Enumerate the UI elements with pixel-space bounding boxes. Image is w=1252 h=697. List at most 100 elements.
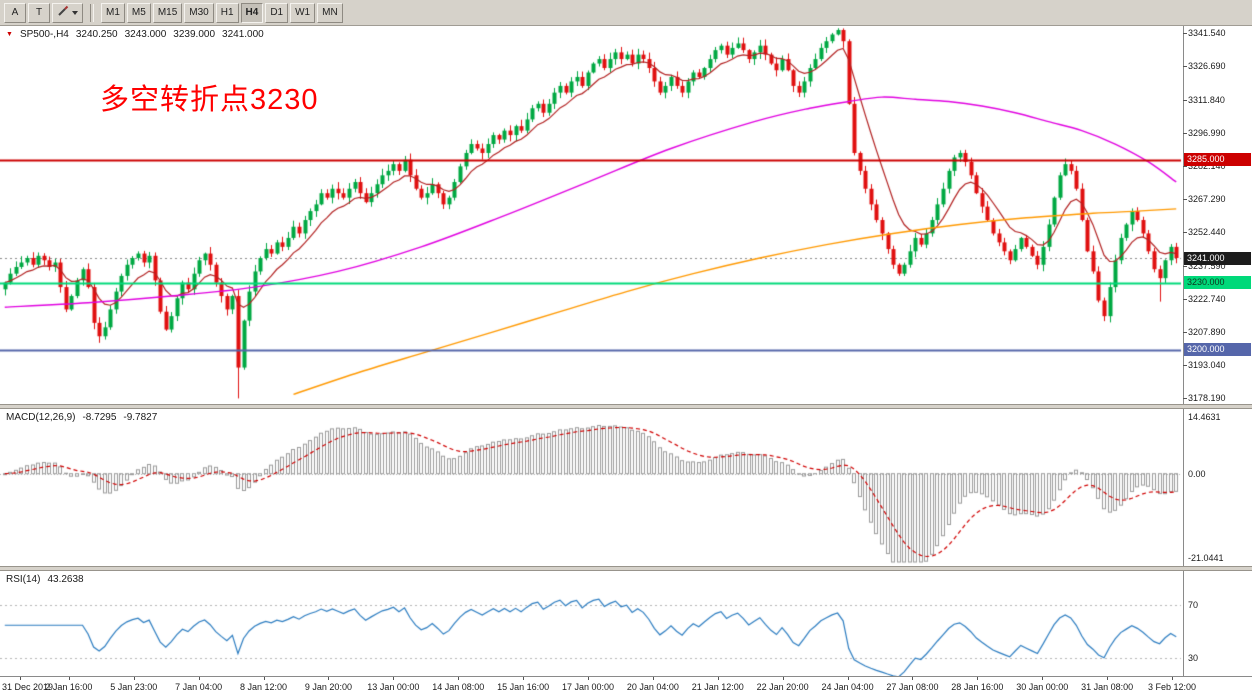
time-tick-mark: [199, 677, 200, 680]
text-tool-button[interactable]: T: [28, 2, 50, 23]
time-axis-label: 22 Jan 20:00: [756, 682, 809, 692]
time-axis-label: 9 Jan 20:00: [304, 682, 352, 692]
rsi-level-label: 70: [1188, 599, 1199, 610]
price-tick-label: 3193.040: [1188, 360, 1226, 371]
time-axis-label: 5 Jan 23:00: [110, 682, 158, 692]
time-tick-mark: [134, 677, 135, 680]
time-tick-mark: [264, 677, 265, 680]
macd-chart-canvas[interactable]: [0, 409, 1183, 566]
time-axis-label: 20 Jan 04:00: [626, 682, 679, 692]
time-tick-mark: [458, 677, 459, 680]
timeframe-m1-button[interactable]: M1: [101, 2, 125, 23]
main-chart-panel[interactable]: ▼ SP500-,H4 3240.250 3243.000 3239.000 3…: [0, 26, 1252, 404]
rsi-level-label: 30: [1188, 653, 1199, 664]
price-tick-mark: [1183, 232, 1187, 233]
lower-support-level-badge: 3200.000: [1184, 343, 1251, 357]
rsi-chart-canvas[interactable]: [0, 571, 1183, 676]
rsi-value: 43.2638: [47, 574, 84, 585]
time-axis-label: 24 Jan 04:00: [821, 682, 874, 692]
macd-main-value: -8.7295: [82, 412, 117, 423]
rsi-info-label: RSI(14) 43.2638: [6, 574, 84, 585]
current-price-badge: 3241.000: [1184, 251, 1251, 265]
time-axis-label: 21 Jan 12:00: [691, 682, 744, 692]
rsi-panel[interactable]: RSI(14) 43.2638 70 30: [0, 571, 1252, 676]
macd-scale-label: 0.00: [1188, 468, 1206, 479]
price-tick-mark: [1183, 33, 1187, 34]
macd-scale-label: 14.4631: [1188, 412, 1221, 422]
resistance-level-badge: 3285.000: [1184, 153, 1251, 167]
time-tick-mark: [588, 677, 589, 680]
timeframe-w1-button[interactable]: W1: [290, 2, 316, 23]
macd-scale-label: -21.0441: [1188, 553, 1224, 563]
price-tick-label: 3237.590: [1188, 260, 1226, 271]
timeframe-h4-button[interactable]: H4: [240, 2, 264, 23]
ohlc-close-value: 3241.000: [222, 29, 264, 40]
timeframe-h1-button[interactable]: H1: [215, 2, 239, 23]
draw-tool-dropdown-button[interactable]: [52, 2, 83, 23]
chart-text-annotation[interactable]: 多空转折点3230: [100, 84, 319, 116]
panel-separator[interactable]: [0, 566, 1252, 571]
chevron-down-icon: [72, 10, 78, 15]
price-tick-label: 3222.740: [1188, 293, 1226, 304]
price-tick-label: 3296.990: [1188, 127, 1226, 138]
toolbar: A T M1 M5 M15 M30 H1 H4 D1 W1 MN: [0, 0, 1252, 26]
timeframe-m5-button[interactable]: M5: [126, 2, 151, 23]
time-axis-label: 2 Jan 16:00: [45, 682, 93, 692]
price-tick-mark: [1183, 266, 1187, 267]
macd-panel[interactable]: MACD(12,26,9) -8.7295 -9.7827 14.4631 0.0…: [0, 409, 1252, 566]
macd-scale[interactable]: [1183, 409, 1252, 566]
time-axis-label: 31 Jan 08:00: [1081, 682, 1134, 692]
timeframe-mn-button[interactable]: MN: [317, 2, 343, 23]
price-tick-label: 3207.890: [1188, 327, 1226, 338]
macd-title: MACD(12,26,9): [6, 412, 76, 423]
time-tick-mark: [1042, 677, 1043, 680]
price-chart-canvas[interactable]: [0, 26, 1183, 404]
symbol-period-label: SP500-,H4: [19, 29, 69, 40]
time-axis-label: 8 Jan 12:00: [240, 682, 288, 692]
price-tick-label: 3267.290: [1188, 194, 1226, 205]
price-tick-mark: [1183, 332, 1187, 333]
timeframe-m30-button[interactable]: M30: [184, 2, 214, 23]
time-axis-label: 17 Jan 00:00: [561, 682, 615, 692]
ohlc-low-value: 3239.000: [173, 29, 216, 40]
price-tick-label: 3252.440: [1188, 227, 1226, 238]
price-tick-mark: [1183, 133, 1187, 134]
time-axis-label: 14 Jan 08:00: [432, 682, 485, 692]
price-tick-mark: [1183, 365, 1187, 366]
time-axis-label: 3 Feb 12:00: [1147, 682, 1197, 692]
time-scale[interactable]: 31 Dec 2019 2 Jan 16:00 5 Jan 23:00 7 Jan 0…: [0, 676, 1252, 697]
time-tick-mark: [783, 677, 784, 680]
toolbar-separator: [90, 3, 94, 22]
ohlc-high-value: 3243.000: [124, 29, 167, 40]
price-tick-label: 3341.540: [1188, 28, 1226, 39]
price-tick-label: 3326.690: [1188, 61, 1226, 72]
timeframe-d1-button[interactable]: D1: [265, 2, 289, 23]
time-tick-mark: [328, 677, 329, 680]
time-axis-label: 15 Jan 16:00: [497, 682, 550, 692]
price-tick-mark: [1183, 199, 1187, 200]
time-axis-label: 13 Jan 00:00: [367, 682, 420, 692]
time-axis-label: 27 Jan 08:00: [886, 682, 939, 692]
macd-signal-value: -9.7827: [123, 412, 158, 423]
time-axis-label: 28 Jan 16:00: [951, 682, 1004, 692]
time-tick-mark: [718, 677, 719, 680]
price-tick-mark: [1183, 398, 1187, 399]
price-scale[interactable]: [1183, 26, 1252, 404]
price-tick-mark: [1183, 100, 1187, 101]
time-axis-label: 30 Jan 00:00: [1016, 682, 1069, 692]
time-tick-mark: [20, 677, 21, 680]
time-tick-mark: [977, 677, 978, 680]
support-level-badge: 3230.000: [1184, 276, 1251, 290]
rsi-scale[interactable]: [1183, 571, 1252, 676]
price-tick-mark: [1183, 166, 1187, 167]
macd-info-label: MACD(12,26,9) -8.7295 -9.7827: [6, 412, 157, 423]
time-tick-mark: [1172, 677, 1173, 680]
time-tick-mark: [393, 677, 394, 680]
cursor-tool-button[interactable]: A: [4, 2, 26, 23]
time-tick-mark: [848, 677, 849, 680]
panel-separator[interactable]: [0, 404, 1252, 409]
chart-info-label: ▼ SP500-,H4 3240.250 3243.000 3239.000 3…: [6, 29, 264, 40]
timeframe-m15-button[interactable]: M15: [152, 2, 183, 23]
time-axis-label: 31 Dec 2019: [2, 682, 54, 692]
